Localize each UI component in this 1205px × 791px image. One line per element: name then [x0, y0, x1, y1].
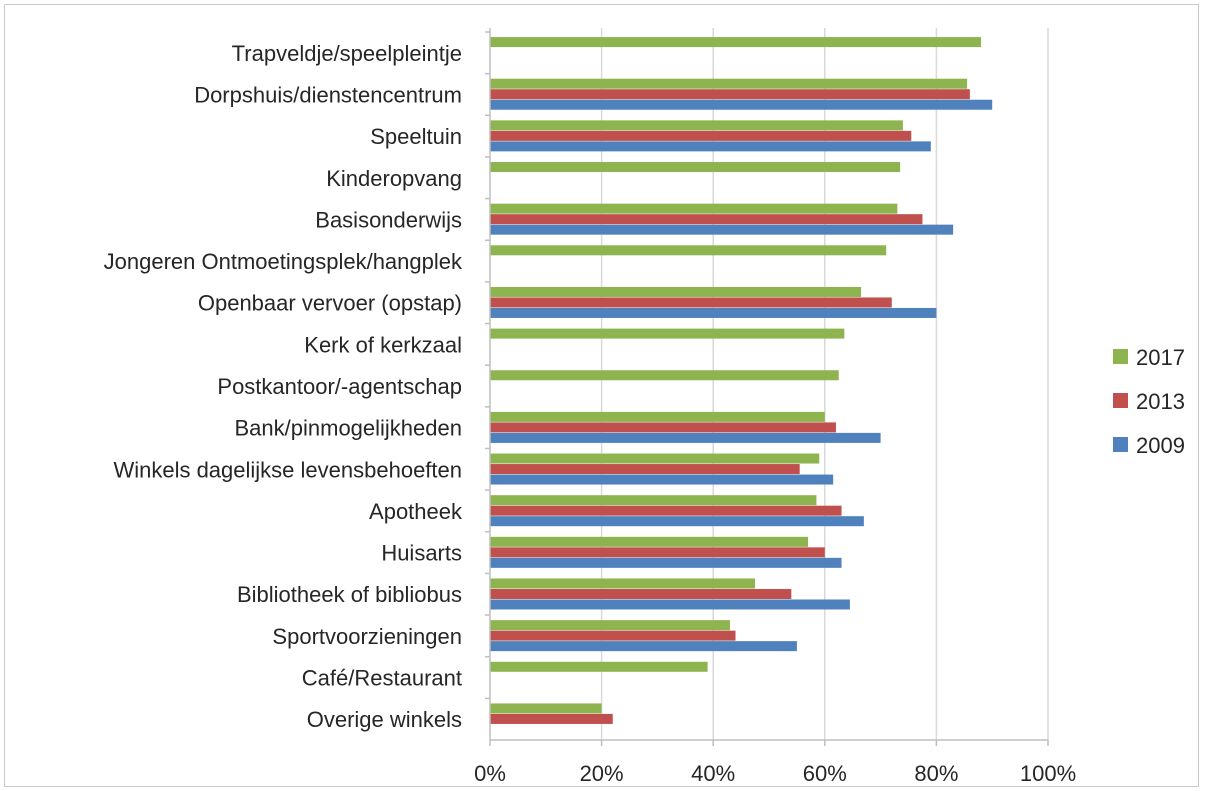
bar-jongeren-ontmoetingsplek-hangplek-2017 [490, 245, 887, 256]
category-label: Kerk of kerkzaal [304, 332, 462, 357]
bar-kerk-of-kerkzaal-2017 [490, 328, 845, 339]
category-label: Bibliotheek of bibliobus [237, 582, 462, 607]
bar-sportvoorzieningen-2013 [490, 630, 736, 641]
bar-apotheek-2009 [490, 516, 864, 527]
bar-apotheek-2013 [490, 505, 842, 516]
bar-cafe-restaurant-2017 [490, 661, 708, 672]
bar-huisarts-2013 [490, 547, 825, 558]
bar-winkels-dagelijkse-levensbehoeften-2009 [490, 474, 834, 485]
legend-label-2017: 2017 [1136, 345, 1185, 370]
bar-basisonderwijs-2017 [490, 203, 898, 214]
category-label: Jongeren Ontmoetingsplek/hangplek [104, 249, 463, 274]
category-label: Apotheek [369, 499, 463, 524]
x-tick-label: 40% [691, 761, 735, 786]
bar-bibliotheek-of-bibliobus-2009 [490, 599, 850, 610]
category-label: Basisonderwijs [315, 207, 462, 232]
bar-dorpshuis-dienstencentrum-2017 [490, 78, 968, 89]
bar-bank-pinmogelijkheden-2013 [490, 422, 836, 433]
category-label: Dorpshuis/dienstencentrum [194, 82, 462, 107]
bar-sportvoorzieningen-2009 [490, 641, 797, 652]
legend-swatch-2009 [1113, 437, 1128, 452]
legend-swatch-2017 [1113, 349, 1128, 364]
category-label: Winkels dagelijkse levensbehoeften [113, 457, 462, 482]
category-label: Bank/pinmogelijkheden [235, 416, 463, 441]
x-tick-label: 80% [914, 761, 958, 786]
bar-overige-winkels-2017 [490, 703, 602, 714]
legend-label-2009: 2009 [1136, 433, 1185, 458]
category-label: Sportvoorzieningen [272, 624, 462, 649]
bar-speeltuin-2013 [490, 130, 912, 141]
bar-dorpshuis-dienstencentrum-2013 [490, 89, 970, 100]
bar-kinderopvang-2017 [490, 162, 901, 173]
bar-basisonderwijs-2009 [490, 224, 954, 235]
category-label: Huisarts [381, 541, 462, 566]
bar-bank-pinmogelijkheden-2009 [490, 432, 881, 443]
bar-winkels-dagelijkse-levensbehoeften-2017 [490, 453, 820, 464]
bar-overige-winkels-2013 [490, 713, 613, 724]
category-label: Speeltuin [370, 124, 462, 149]
bar-winkels-dagelijkse-levensbehoeften-2013 [490, 464, 800, 475]
category-label: Café/Restaurant [302, 666, 462, 691]
legend-label-2013: 2013 [1136, 389, 1185, 414]
x-tick-label: 0% [474, 761, 506, 786]
bar-basisonderwijs-2013 [490, 214, 923, 225]
bar-sportvoorzieningen-2017 [490, 620, 730, 631]
bar-speeltuin-2017 [490, 120, 903, 131]
bars [490, 37, 993, 724]
bar-apotheek-2017 [490, 495, 817, 506]
legend: 2017 2013 2009 [1113, 345, 1185, 458]
bar-trapveldje-speelpleintje-2017 [490, 37, 982, 48]
x-tick-label: 20% [580, 761, 624, 786]
bar-bank-pinmogelijkheden-2017 [490, 411, 825, 422]
x-tick-label: 60% [803, 761, 847, 786]
bar-huisarts-2009 [490, 557, 842, 568]
x-tick-label: 100% [1020, 761, 1076, 786]
bar-bibliotheek-of-bibliobus-2013 [490, 588, 792, 599]
bar-bibliotheek-of-bibliobus-2017 [490, 578, 756, 589]
category-label: Overige winkels [307, 707, 462, 732]
category-label: Openbaar vervoer (opstap) [198, 291, 462, 316]
category-label: Postkantoor/-agentschap [217, 374, 462, 399]
bar-postkantoor-agentschap-2017 [490, 370, 839, 381]
bar-openbaar-vervoer-opstap-2013 [490, 297, 892, 308]
bar-huisarts-2017 [490, 536, 809, 547]
category-labels: 0% 20% 40% 60% 80% 100% Trapveldje/speelpleint… [104, 41, 1077, 786]
bar-openbaar-vervoer-opstap-2017 [490, 286, 862, 297]
category-label: Trapveldje/speelpleintje [232, 41, 462, 66]
axes [485, 28, 1049, 746]
bar-dorpshuis-dienstencentrum-2009 [490, 99, 993, 110]
legend-swatch-2013 [1113, 393, 1128, 408]
category-label: Kinderopvang [326, 166, 462, 191]
bar-openbaar-vervoer-opstap-2009 [490, 307, 937, 318]
bar-speeltuin-2009 [490, 141, 931, 152]
